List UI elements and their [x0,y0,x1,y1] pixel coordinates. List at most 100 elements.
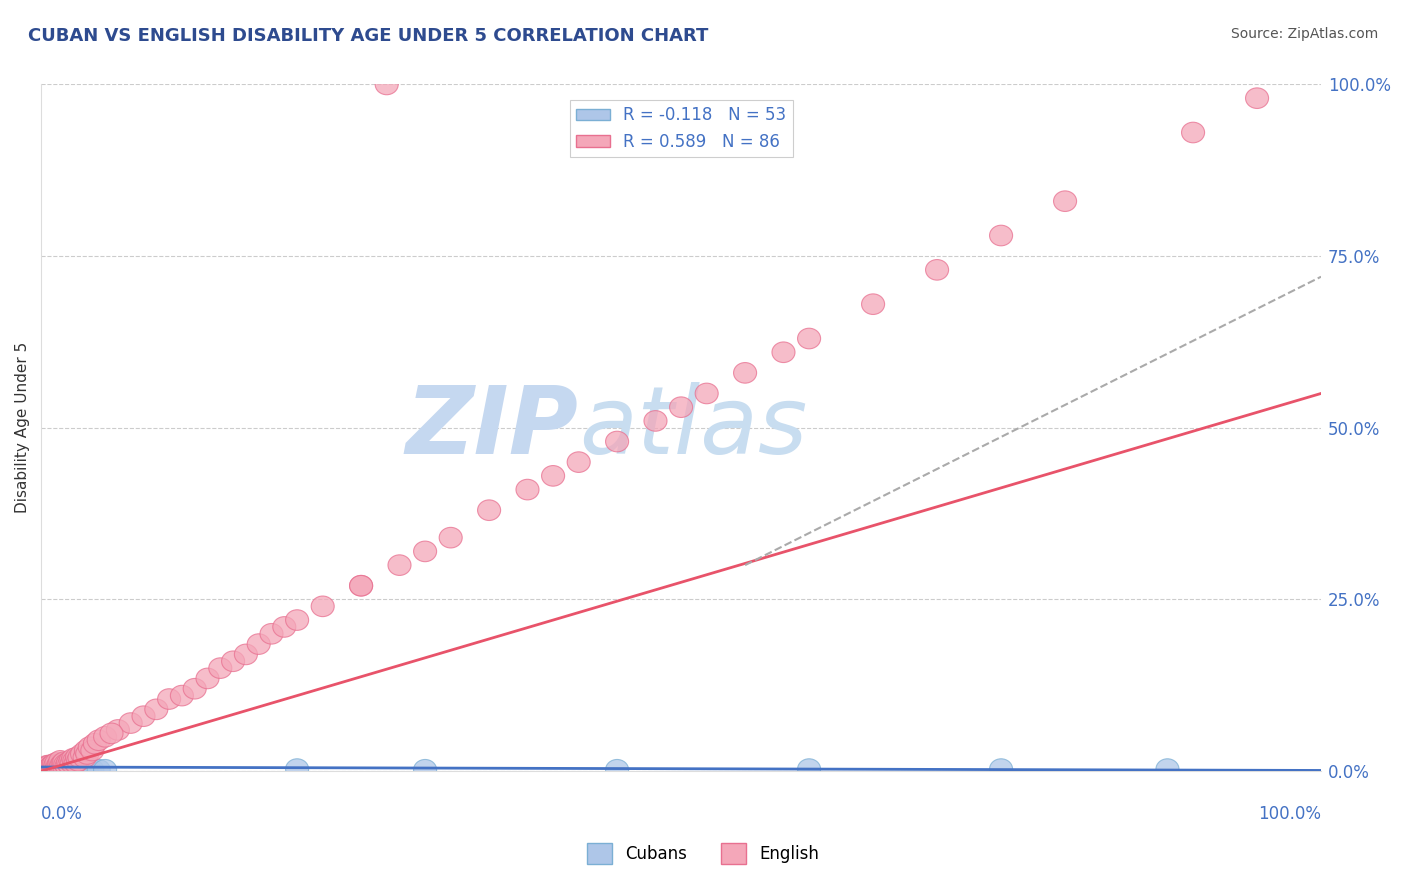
Ellipse shape [350,575,373,596]
Ellipse shape [38,759,62,780]
Ellipse shape [49,750,72,772]
Ellipse shape [478,500,501,521]
Ellipse shape [80,740,104,761]
Ellipse shape [45,753,67,773]
Ellipse shape [46,758,69,779]
Ellipse shape [51,755,73,775]
Ellipse shape [1156,759,1180,780]
Ellipse shape [990,225,1012,246]
Ellipse shape [94,726,117,747]
Ellipse shape [42,759,66,780]
Ellipse shape [52,758,75,779]
Ellipse shape [260,624,283,644]
Ellipse shape [695,384,718,404]
Ellipse shape [990,759,1012,780]
Ellipse shape [41,757,65,778]
Ellipse shape [52,757,76,778]
Legend: Cubans, English: Cubans, English [581,837,825,871]
Ellipse shape [669,397,693,417]
Ellipse shape [52,753,75,774]
Ellipse shape [285,759,309,780]
Ellipse shape [41,755,65,775]
Ellipse shape [247,634,270,655]
Ellipse shape [1053,191,1077,211]
Ellipse shape [63,758,86,779]
Text: 100.0%: 100.0% [1258,805,1322,823]
Ellipse shape [45,759,67,780]
Ellipse shape [70,759,94,780]
Ellipse shape [37,756,59,777]
Ellipse shape [45,756,67,777]
Ellipse shape [79,759,101,780]
Ellipse shape [66,750,90,772]
Ellipse shape [46,756,69,777]
Ellipse shape [311,596,335,616]
Ellipse shape [285,610,309,631]
Ellipse shape [516,479,538,500]
Ellipse shape [38,756,60,776]
Ellipse shape [170,685,194,706]
Ellipse shape [76,759,98,780]
Ellipse shape [37,759,59,780]
Ellipse shape [67,759,91,780]
Ellipse shape [79,737,101,757]
Ellipse shape [66,747,89,768]
Ellipse shape [60,757,83,778]
Y-axis label: Disability Age Under 5: Disability Age Under 5 [15,343,30,514]
Text: CUBAN VS ENGLISH DISABILITY AGE UNDER 5 CORRELATION CHART: CUBAN VS ENGLISH DISABILITY AGE UNDER 5 … [28,27,709,45]
Ellipse shape [87,759,110,780]
Ellipse shape [39,758,63,779]
Ellipse shape [83,733,107,754]
Ellipse shape [1181,122,1205,143]
Ellipse shape [94,759,117,780]
Ellipse shape [42,758,66,779]
Ellipse shape [38,758,60,779]
Ellipse shape [235,644,257,665]
Ellipse shape [37,756,59,776]
Ellipse shape [75,759,97,780]
Ellipse shape [132,706,155,726]
Ellipse shape [48,759,70,780]
Ellipse shape [797,328,821,349]
Ellipse shape [195,668,219,689]
Ellipse shape [35,757,58,778]
Ellipse shape [52,756,76,777]
Ellipse shape [606,759,628,780]
Ellipse shape [925,260,949,280]
Ellipse shape [45,757,67,778]
Ellipse shape [772,342,794,362]
Ellipse shape [58,759,80,780]
Ellipse shape [350,575,373,596]
Ellipse shape [76,744,98,764]
Ellipse shape [49,756,72,776]
Ellipse shape [73,747,96,768]
Ellipse shape [62,759,84,780]
Legend: R = -0.118   N = 53, R = 0.589   N = 86: R = -0.118 N = 53, R = 0.589 N = 86 [569,100,793,157]
Ellipse shape [606,431,628,452]
Ellipse shape [183,679,207,699]
Text: ZIP: ZIP [406,382,579,474]
Ellipse shape [55,759,79,780]
Ellipse shape [34,759,56,780]
Ellipse shape [413,541,437,562]
Ellipse shape [1246,88,1268,109]
Ellipse shape [208,657,232,679]
Ellipse shape [53,754,77,774]
Ellipse shape [273,616,295,637]
Ellipse shape [53,759,77,780]
Ellipse shape [66,759,90,780]
Ellipse shape [87,730,110,750]
Ellipse shape [48,757,70,778]
Text: Source: ZipAtlas.com: Source: ZipAtlas.com [1230,27,1378,41]
Ellipse shape [100,723,124,744]
Ellipse shape [73,759,96,780]
Ellipse shape [37,758,59,779]
Ellipse shape [413,759,437,780]
Ellipse shape [39,756,63,777]
Ellipse shape [62,748,84,769]
Ellipse shape [439,527,463,548]
Ellipse shape [39,757,63,778]
Ellipse shape [63,750,86,772]
Ellipse shape [51,756,73,777]
Ellipse shape [541,466,565,486]
